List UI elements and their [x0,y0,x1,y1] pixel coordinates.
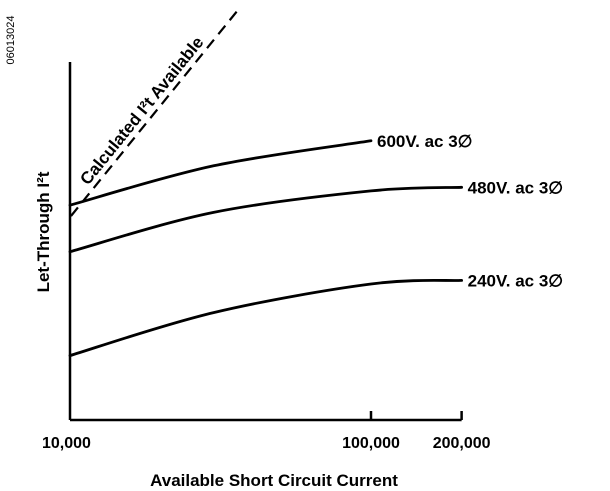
series-group: 600V. ac 3∅ 480V. ac 3∅ 240V. ac 3∅ [68,132,563,357]
x-tick-labels: 10,000 100,000 200,000 [42,435,491,452]
x-tick-label: 10,000 [42,435,91,452]
series-label-3: 240V. ac 3∅ [468,271,563,290]
reference-line-label: Calculated I²t Available [76,33,207,189]
x-tick-label: 100,000 [342,435,400,452]
x-axis-label: Available Short Circuit Current [150,471,398,490]
reference-line [70,9,239,217]
figure-id: 06013024 [5,16,17,65]
reference-line-group: Calculated I²t Available [70,9,239,217]
y-axis-label: Let-Through I²t [34,171,53,292]
series-line-1 [68,139,373,207]
series-line-3 [68,278,463,357]
series-label-2: 480V. ac 3∅ [468,178,563,197]
axes [68,62,463,422]
series-label-1: 600V. ac 3∅ [377,132,472,151]
series-line-2 [68,185,463,254]
x-tick-label: 200,000 [433,435,491,452]
